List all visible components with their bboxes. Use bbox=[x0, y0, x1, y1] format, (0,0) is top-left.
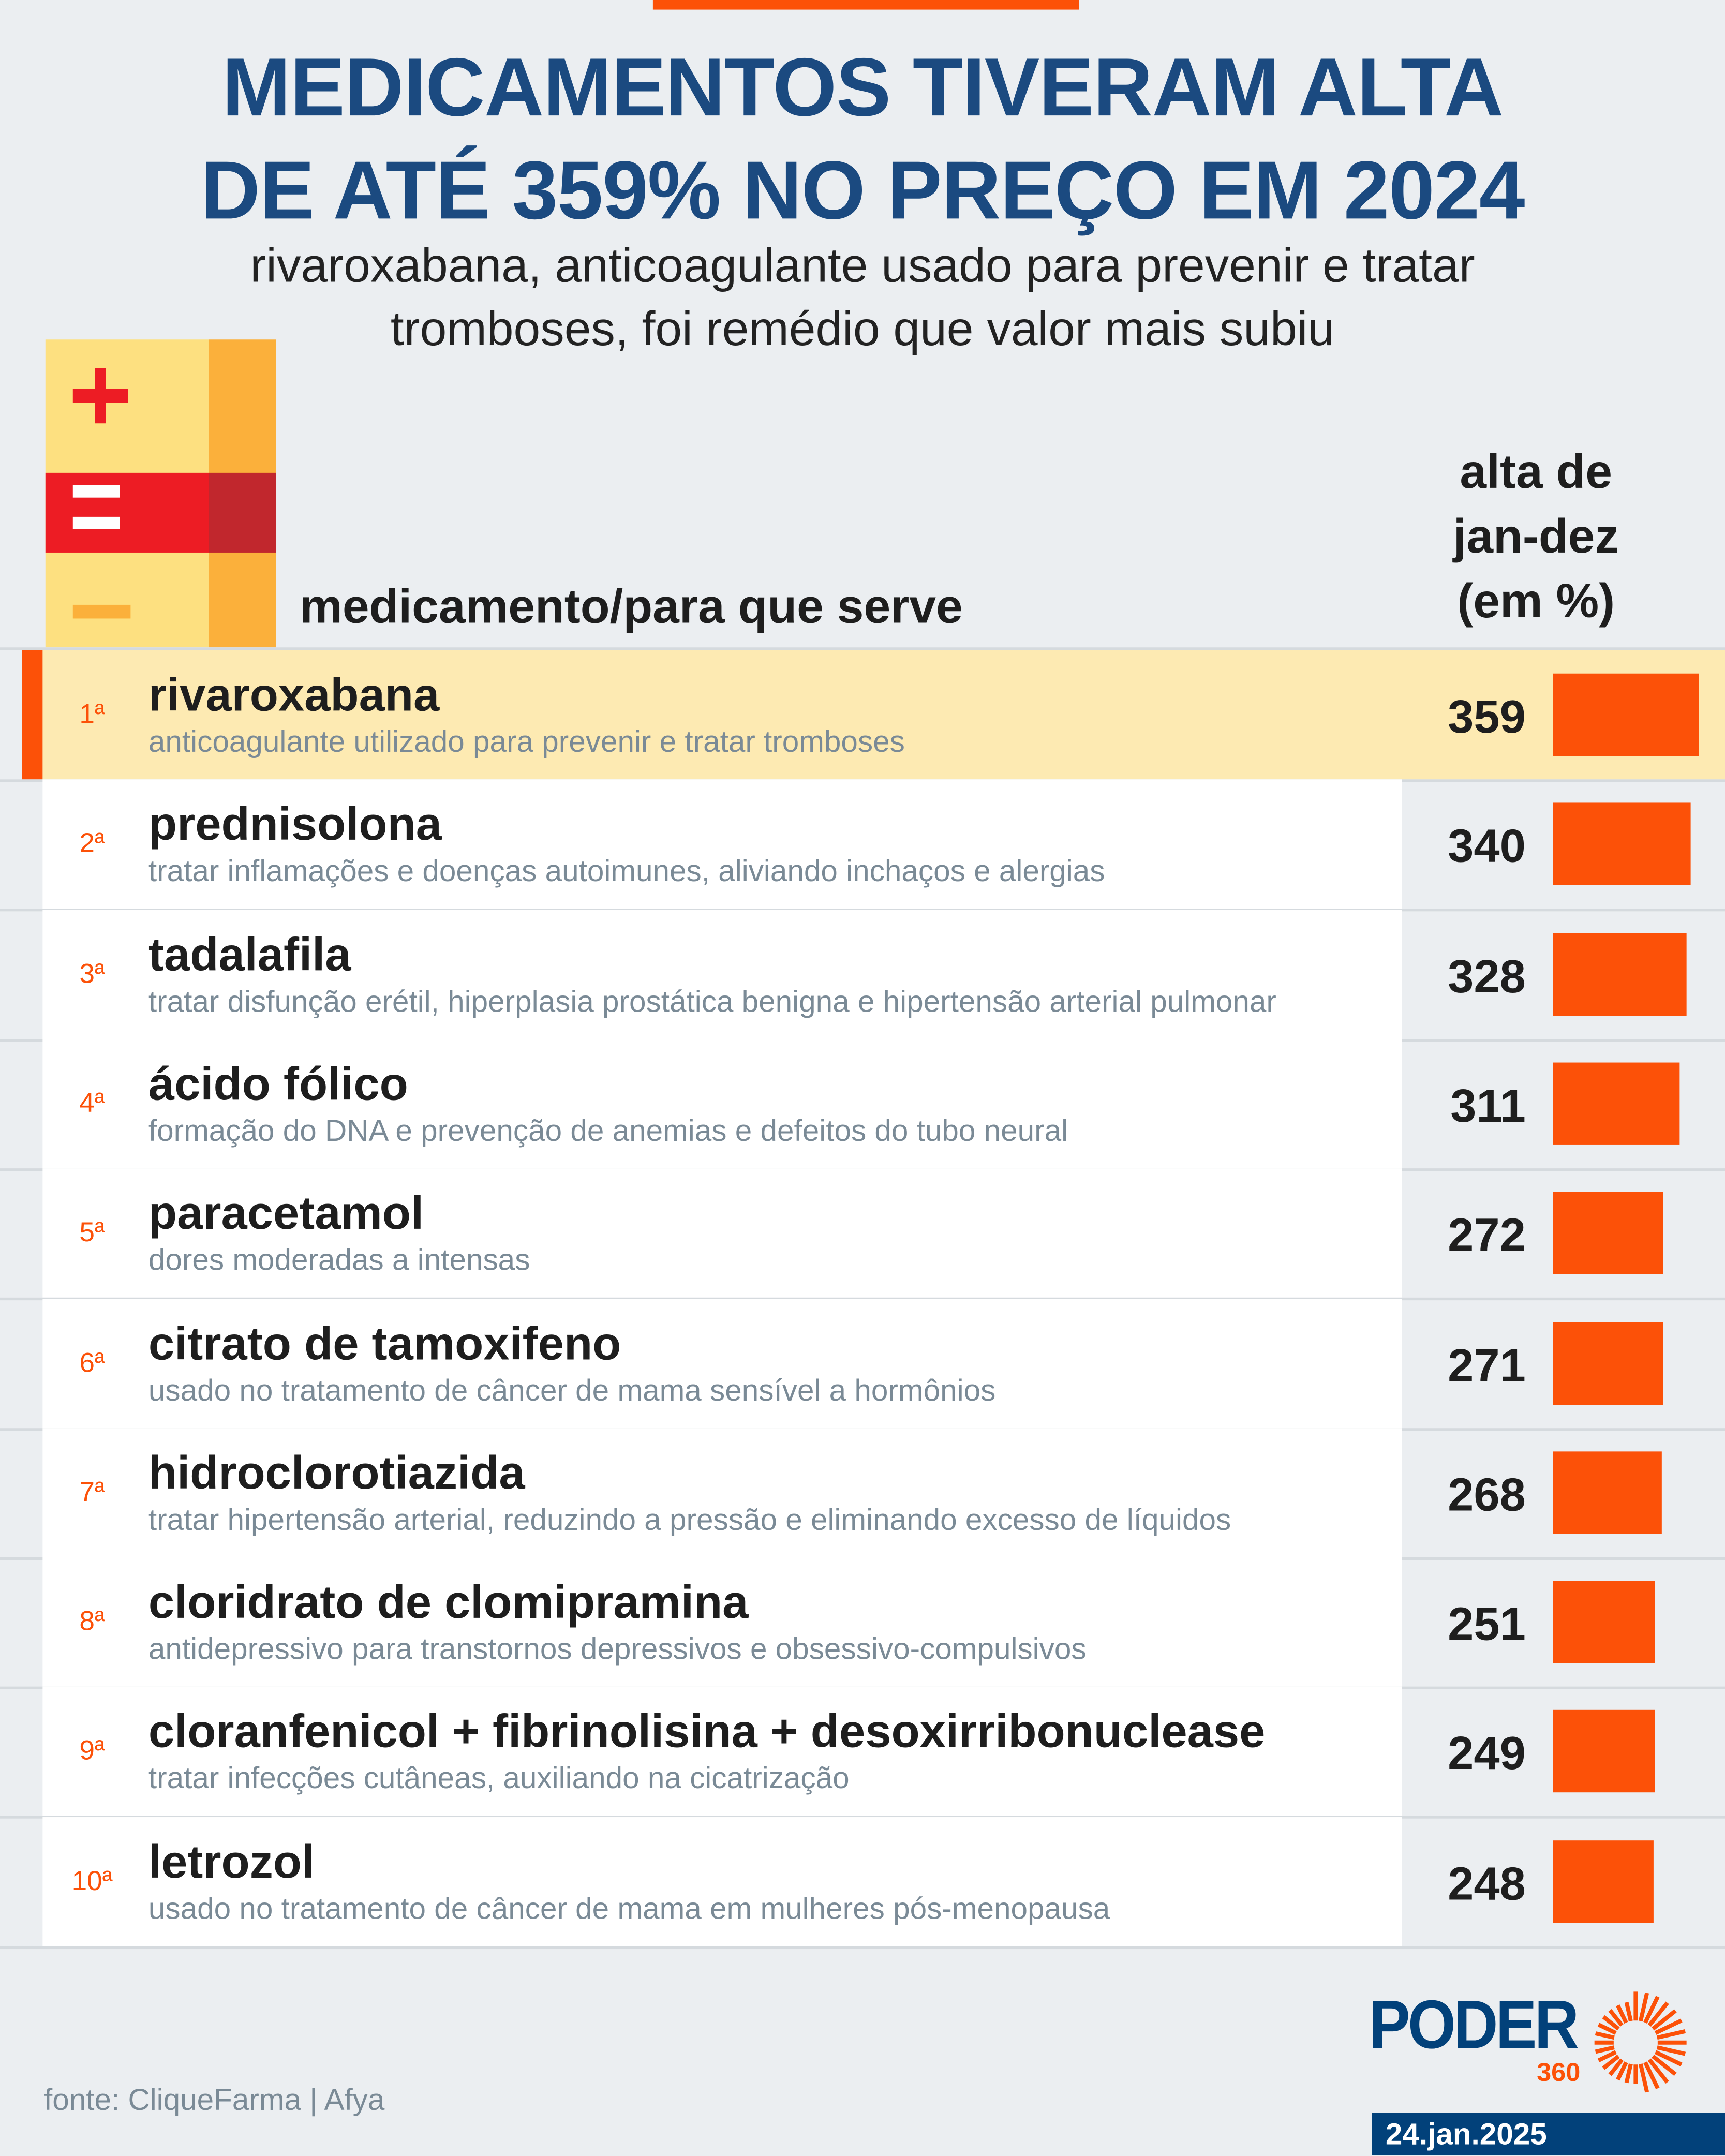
row-background bbox=[42, 1557, 1402, 1687]
table-row: 8ª cloridrato de clomipramina antidepressi… bbox=[0, 1557, 1725, 1690]
medicine-description: tratar infecções cutâneas, auxiliando na… bbox=[148, 1761, 850, 1796]
value-label: 311 bbox=[1450, 1080, 1526, 1133]
value-bar bbox=[1553, 1321, 1663, 1404]
value-bar bbox=[1553, 1710, 1655, 1793]
value-header-line-2: jan-dez bbox=[1453, 510, 1619, 564]
value-bar bbox=[1553, 932, 1687, 1016]
row-background bbox=[42, 780, 1402, 909]
row-background bbox=[42, 1168, 1402, 1298]
table-row: 10ª letrozol usado no tratamento de câncer… bbox=[0, 1817, 1725, 1949]
rank-label: 8ª bbox=[79, 1607, 105, 1638]
rank-label: 5ª bbox=[79, 1218, 105, 1248]
row-background bbox=[42, 1428, 1402, 1557]
rank-label: 3ª bbox=[79, 959, 105, 989]
value-header-line-1: alta de bbox=[1460, 445, 1613, 499]
subtitle-line-2: tromboses, foi remédio que valor mais su… bbox=[390, 302, 1335, 356]
logo-sunburst-icon bbox=[1594, 1991, 1687, 2093]
value-label: 251 bbox=[1448, 1598, 1526, 1651]
value-label: 249 bbox=[1448, 1728, 1526, 1781]
medicine-name: tadalafila bbox=[148, 928, 351, 981]
source-note: fonte: CliqueFarma | Afya bbox=[44, 2082, 385, 2117]
title-line-2: DE ATÉ 359% NO PREÇO EM 2024 bbox=[200, 144, 1525, 236]
value-bar bbox=[1553, 673, 1699, 756]
row-background bbox=[42, 1817, 1402, 1946]
medicine-name: rivaroxabana bbox=[148, 669, 440, 722]
row-background bbox=[42, 650, 1725, 780]
table-row: 7ª hidroclorotiazida tratar hipertensão ar… bbox=[0, 1428, 1725, 1560]
row-divider bbox=[0, 1945, 1725, 1949]
value-label: 328 bbox=[1448, 950, 1526, 1003]
rank-label: 2ª bbox=[79, 829, 105, 860]
value-label: 248 bbox=[1448, 1857, 1526, 1910]
medicine-name: cloridrato de clomipramina bbox=[148, 1577, 749, 1629]
value-label: 359 bbox=[1448, 691, 1526, 744]
table-row: 6ª citrato de tamoxifeno usado no tratamen… bbox=[0, 1298, 1725, 1431]
row-background bbox=[42, 1039, 1402, 1168]
rank-label: 7ª bbox=[79, 1477, 105, 1508]
medicine-name: letrozol bbox=[148, 1836, 315, 1889]
medicine-name: cloranfenicol + fibrinolisina + desoxirr… bbox=[148, 1706, 1266, 1759]
table-row: 4ª ácido fólico formação do DNA e prevençã… bbox=[0, 1039, 1725, 1171]
medicine-description: tratar inflamações e doenças autoimunes,… bbox=[148, 854, 1105, 888]
medicine-description: tratar disfunção erétil, hiperplasia pro… bbox=[148, 984, 1276, 1018]
rank-label: 6ª bbox=[79, 1347, 105, 1378]
value-bar bbox=[1553, 803, 1691, 886]
row-background bbox=[42, 1687, 1402, 1817]
date-badge: 24.jan.2025 bbox=[1372, 2113, 1725, 2155]
table-row: 1ª rivaroxabana anticoagulante utilizado p… bbox=[0, 650, 1725, 782]
value-label: 268 bbox=[1448, 1469, 1526, 1522]
value-bar bbox=[1553, 1840, 1654, 1923]
header-divider bbox=[0, 647, 1725, 650]
value-bar bbox=[1553, 1451, 1662, 1534]
table-row: 5ª paracetamol dores moderadas a intensas 2… bbox=[0, 1168, 1725, 1301]
medicine-description: antidepressivo para transtornos depressi… bbox=[148, 1631, 1087, 1667]
title-line-1: MEDICAMENTOS TIVERAM ALTA bbox=[222, 41, 1504, 133]
rank-label: 4ª bbox=[79, 1088, 105, 1119]
top-accent-bar bbox=[652, 0, 1079, 10]
subtitle-line-1: rivaroxabana, anticoagulante usado para … bbox=[250, 239, 1475, 293]
rank-label: 1ª bbox=[79, 700, 105, 730]
medicine-name: prednisolona bbox=[148, 799, 442, 852]
value-label: 271 bbox=[1448, 1339, 1526, 1392]
medicine-description: usado no tratamento de câncer de mama em… bbox=[148, 1891, 1110, 1926]
value-label: 272 bbox=[1448, 1210, 1526, 1262]
value-bar bbox=[1553, 1192, 1664, 1275]
medicine-description: dores moderadas a intensas bbox=[148, 1243, 530, 1277]
rank-label: 10ª bbox=[71, 1866, 113, 1897]
medicine-name: hidroclorotiazida bbox=[148, 1447, 525, 1499]
medicine-box-icon bbox=[45, 339, 276, 648]
medicine-name: citrato de tamoxifeno bbox=[148, 1317, 621, 1370]
rank-label: 9ª bbox=[79, 1736, 105, 1767]
logo-wordmark: PODER bbox=[1369, 1986, 1579, 2063]
medicine-description: formação do DNA e prevenção de anemias e… bbox=[148, 1113, 1068, 1148]
row-background bbox=[42, 1298, 1402, 1428]
value-bar bbox=[1553, 1062, 1679, 1145]
medicine-name: paracetamol bbox=[148, 1187, 424, 1240]
table-row: 3ª tadalafila tratar disfunção erétil, hip… bbox=[0, 909, 1725, 1042]
value-bar bbox=[1553, 1581, 1655, 1663]
medicine-name: ácido fólico bbox=[148, 1058, 408, 1111]
table-row: 2ª prednisolona tratar inflamações e doenç… bbox=[0, 780, 1725, 912]
logo-number: 360 bbox=[1537, 2059, 1581, 2088]
highlight-marker bbox=[22, 650, 43, 780]
medicine-description: anticoagulante utilizado para prevenir e… bbox=[148, 724, 905, 759]
medicine-description: tratar hipertensão arterial, reduzindo a… bbox=[148, 1502, 1231, 1537]
row-background bbox=[42, 909, 1402, 1039]
column-header-medicine: medicamento/para que serve bbox=[300, 580, 963, 634]
table-row: 9ª cloranfenicol + fibrinolisina + desoxi… bbox=[0, 1687, 1725, 1819]
medicine-description: usado no tratamento de câncer de mama se… bbox=[148, 1372, 996, 1407]
value-label: 340 bbox=[1448, 821, 1526, 873]
value-header-line-3: (em %) bbox=[1457, 574, 1615, 629]
